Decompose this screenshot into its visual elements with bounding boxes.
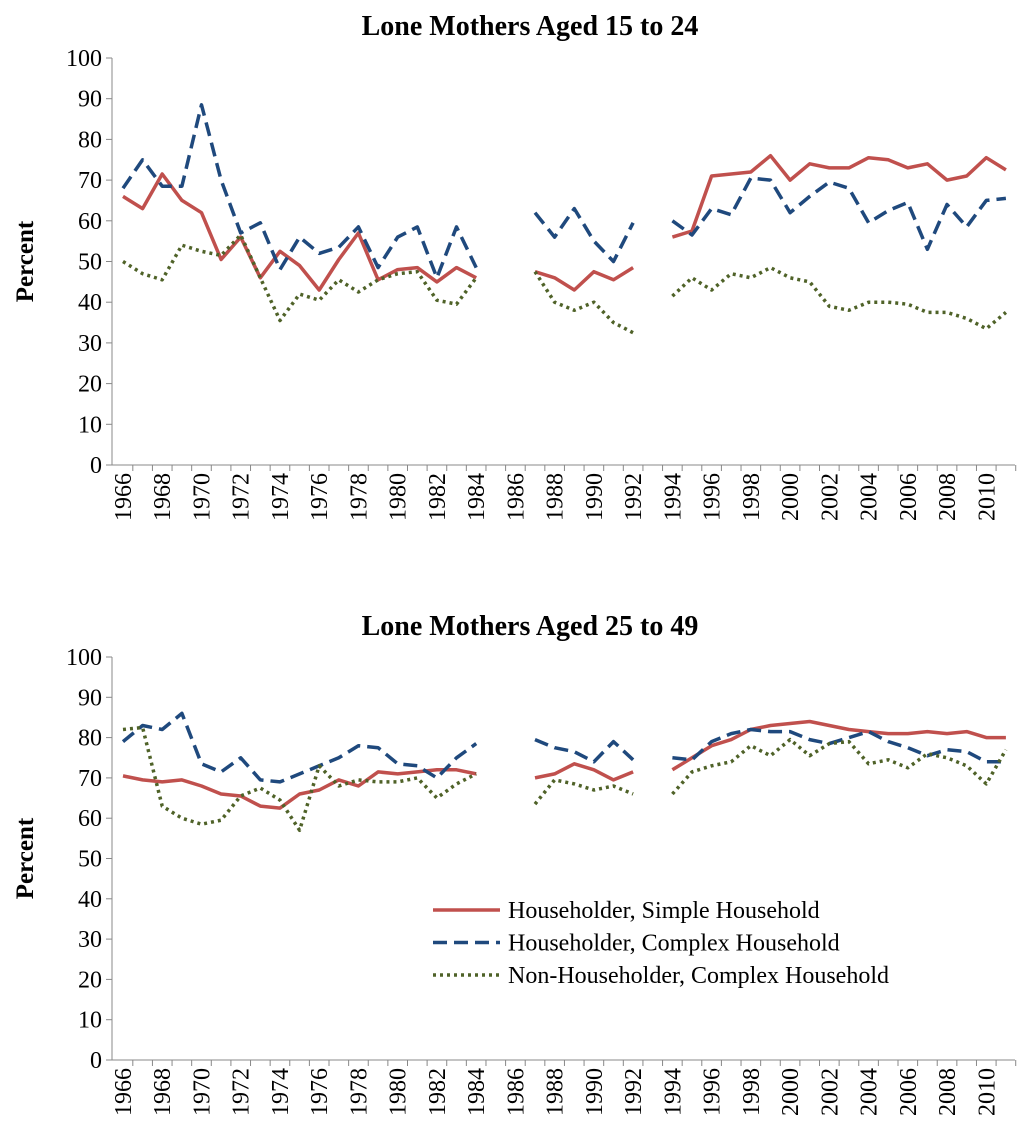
- x-tick-label: 1980: [386, 1068, 412, 1116]
- x-tick-label: 1972: [229, 1068, 255, 1116]
- y-axis-label: Percent: [12, 817, 39, 899]
- line-series: [122, 233, 1008, 335]
- x-tick-label: 1980: [386, 473, 412, 521]
- x-tick-label: 1986: [503, 1068, 529, 1116]
- x-tick-label: 1966: [111, 1068, 137, 1116]
- x-tick-label: 1998: [739, 473, 765, 521]
- x-tick-label: 1998: [739, 1068, 765, 1116]
- y-tick-label: 70: [78, 766, 102, 792]
- y-tick-label: 30: [78, 331, 102, 357]
- y-tick-label: 0: [90, 1048, 102, 1074]
- legend-label: Householder, Complex Household: [508, 931, 840, 957]
- x-tick-label: 2010: [974, 473, 1000, 521]
- y-tick-label: 0: [90, 453, 102, 479]
- y-tick-label: 40: [78, 887, 102, 913]
- y-tick-label: 80: [78, 726, 102, 752]
- y-tick-label: 60: [78, 209, 102, 235]
- x-tick-label: 1976: [307, 473, 333, 521]
- x-tick-label: 2000: [778, 473, 804, 521]
- x-tick-label: 1974: [268, 1068, 294, 1116]
- x-tick-label: 2006: [896, 473, 922, 521]
- x-tick-label: 1966: [111, 473, 137, 521]
- x-tick-label: 1990: [582, 1068, 608, 1116]
- x-tick-label: 1984: [464, 1068, 490, 1116]
- x-tick-label: 1978: [346, 473, 372, 521]
- x-tick-label: 1996: [700, 473, 726, 521]
- y-tick-label: 90: [78, 87, 102, 113]
- chart-title: Lone Mothers Aged 25 to 49: [362, 611, 699, 642]
- x-tick-label: 1976: [307, 1068, 333, 1116]
- y-tick-label: 80: [78, 127, 102, 153]
- x-tick-label: 1984: [464, 473, 490, 521]
- y-tick-label: 90: [78, 685, 102, 711]
- y-tick-label: 60: [78, 806, 102, 832]
- legend-label: Householder, Simple Household: [508, 898, 820, 924]
- x-tick-label: 1988: [543, 473, 569, 521]
- chart-title: Lone Mothers Aged 15 to 24: [362, 11, 699, 42]
- x-tick-label: 1994: [660, 473, 686, 521]
- y-tick-label: 20: [78, 967, 102, 993]
- x-tick-label: 2000: [778, 1068, 804, 1116]
- line-series: [122, 719, 1006, 810]
- line-series: [122, 153, 1007, 292]
- x-tick-label: 1970: [189, 1068, 215, 1116]
- x-tick-label: 1990: [582, 473, 608, 521]
- x-tick-label: 1992: [621, 473, 647, 521]
- x-tick-label: 1992: [621, 1068, 647, 1116]
- line-series: [121, 711, 1006, 784]
- x-tick-label: 2002: [817, 473, 843, 521]
- x-tick-label: 1994: [660, 1068, 686, 1116]
- y-tick-label: 10: [78, 412, 102, 438]
- x-tick-label: 1982: [425, 473, 451, 521]
- y-tick-label: 10: [78, 1008, 102, 1034]
- x-tick-label: 1968: [150, 1068, 176, 1116]
- x-tick-label: 1974: [268, 473, 294, 521]
- line-series: [121, 103, 1007, 280]
- y-tick-label: 20: [78, 372, 102, 398]
- x-tick-label: 1968: [150, 473, 176, 521]
- x-tick-label: 2008: [935, 473, 961, 521]
- x-tick-label: 1988: [543, 1068, 569, 1116]
- y-axis-label: Percent: [12, 220, 39, 302]
- x-tick-label: 2002: [817, 1068, 843, 1116]
- y-tick-label: 100: [66, 645, 102, 671]
- y-tick-label: 50: [78, 250, 102, 276]
- x-tick-label: 2004: [857, 1068, 883, 1116]
- y-tick-label: 70: [78, 168, 102, 194]
- x-tick-label: 2010: [974, 1068, 1000, 1116]
- x-tick-label: 2004: [857, 473, 883, 521]
- line-series: [122, 725, 1008, 833]
- legend-label: Non-Householder, Complex Household: [508, 963, 889, 989]
- x-tick-label: 1996: [700, 1068, 726, 1116]
- x-tick-label: 2006: [896, 1068, 922, 1116]
- y-tick-label: 100: [66, 46, 102, 72]
- x-tick-label: 1986: [503, 473, 529, 521]
- x-tick-label: 1970: [189, 473, 215, 521]
- x-tick-label: 1972: [229, 473, 255, 521]
- x-tick-label: 2008: [935, 1068, 961, 1116]
- x-tick-label: 1982: [425, 1068, 451, 1116]
- x-tick-label: 1978: [346, 1068, 372, 1116]
- y-tick-label: 40: [78, 290, 102, 316]
- y-tick-label: 50: [78, 847, 102, 873]
- y-tick-label: 30: [78, 927, 102, 953]
